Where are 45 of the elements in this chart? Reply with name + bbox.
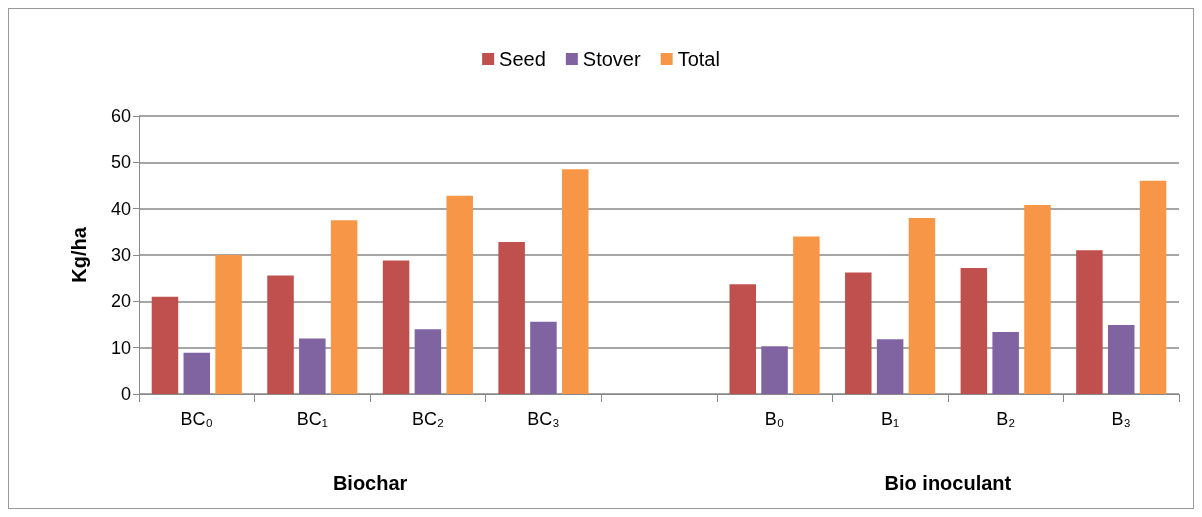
x-tick-label: BC₂ <box>411 409 444 429</box>
bar <box>908 217 936 394</box>
bar <box>1024 204 1051 394</box>
x-tick-label: B₃ <box>1111 409 1131 429</box>
x-tick-label: B₀ <box>764 409 785 429</box>
y-tick-label: 50 <box>110 152 131 173</box>
y-axis-title: Kg/ha <box>68 226 90 283</box>
bar <box>1107 324 1135 394</box>
legend-label: Stover <box>582 48 641 70</box>
bar <box>215 255 242 394</box>
bar <box>498 242 525 394</box>
bar <box>414 329 442 394</box>
bar <box>793 236 820 394</box>
bar <box>960 267 988 394</box>
legend-label: Seed <box>499 48 546 70</box>
bar <box>761 346 788 394</box>
bar <box>183 352 211 394</box>
bar <box>1139 180 1167 394</box>
text: Biochar <box>332 472 408 494</box>
bar <box>1076 250 1103 394</box>
bar <box>562 169 589 394</box>
bar <box>876 339 904 394</box>
y-tick-label: 10 <box>110 337 131 358</box>
bar <box>530 321 557 394</box>
y-tick-label: 60 <box>110 106 131 126</box>
bar <box>151 296 179 394</box>
x-tick-label: BC₁ <box>296 409 328 429</box>
text: Bio inoculant <box>884 472 1012 494</box>
bar <box>992 331 1019 394</box>
x-tick-label: BC₃ <box>527 409 560 429</box>
bar <box>330 220 358 394</box>
bar <box>299 338 326 394</box>
legend-label: Total <box>677 48 720 70</box>
y-tick-label: 40 <box>110 198 131 219</box>
bar <box>382 260 410 394</box>
y-tick-label: 0 <box>120 384 131 404</box>
y-tick-label: 30 <box>110 245 131 265</box>
x-tick-label: B₂ <box>996 409 1016 429</box>
y-tick-label: 20 <box>110 291 131 312</box>
x-tick-label: B₁ <box>881 409 900 429</box>
bar <box>267 275 294 394</box>
x-tick-label: BC₀ <box>180 409 214 429</box>
bar <box>845 272 872 394</box>
bar <box>446 195 473 394</box>
bar <box>729 284 756 394</box>
